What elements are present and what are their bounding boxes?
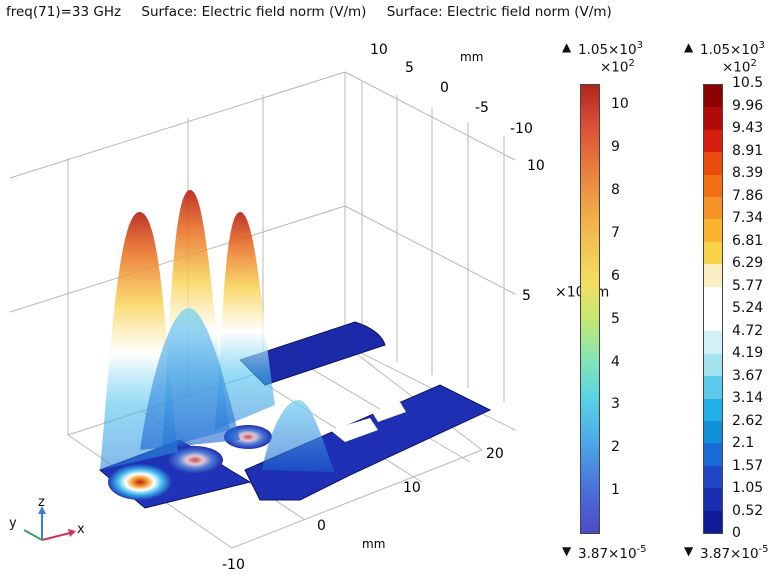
colorbar-2-level-swatch (704, 174, 722, 198)
colorbar-1-tick: 6 (611, 267, 620, 284)
colorbar-2-tick: 5.24 (732, 300, 764, 316)
x-tick-10: 10 (403, 480, 421, 496)
colorbar-2-level-swatch (704, 152, 722, 176)
colorbar-2-levels (703, 84, 723, 534)
3d-plot-view[interactable]: 10 5 0 -5 -10 mm 10 5 20 10 0 -10 mm z x… (0, 0, 560, 575)
colorbar-2-level-swatch (704, 331, 722, 355)
colorbar-2-level-swatch (704, 264, 722, 288)
colorbar-1-gradient (580, 84, 600, 534)
colorbar-2-level-swatch (704, 85, 722, 108)
colorbar-2-level-swatch (704, 465, 722, 489)
colorbar-2-level-swatch (704, 219, 722, 243)
colorbar-2-tick: 4.19 (732, 345, 764, 361)
colorbar-1-tick: 4 (611, 353, 620, 370)
x-axis-unit: mm (362, 537, 385, 551)
colorbar-2-level-swatch (704, 241, 722, 265)
colorbar-1-tick: 5 (611, 310, 620, 327)
colorbar-1-tick: 10 (611, 96, 629, 113)
triad-x-label: x (77, 522, 85, 537)
colorbar-2-level-swatch (704, 421, 722, 444)
colorbar-2-tick: 3.67 (732, 367, 764, 384)
colorbar-2-tick: 3.14 (732, 390, 764, 406)
colorbar-2-tick: 1.05 (732, 480, 764, 496)
colorbar-1-min-label: ▼ 3.87×10-5 (562, 544, 647, 562)
colorbar-2-tick: 7.34 (732, 210, 764, 226)
colorbar-1-tick: 2 (611, 439, 620, 456)
colorbar-2-level-swatch (704, 353, 722, 377)
colorbar-2-tick: 5.77 (732, 277, 764, 294)
colorbar-2-tick: 9.43 (732, 120, 764, 136)
y-tick-m10: -10 (510, 121, 533, 137)
y-axis-unit: mm (460, 50, 483, 64)
axis-triad: z x y (9, 495, 85, 541)
colorbar-2-level-swatch (704, 443, 722, 467)
colorbar-2-level-swatch (704, 197, 722, 220)
y-tick-10: 10 (370, 42, 388, 58)
surface-title-1: Surface: Electric field norm (V/m) (141, 4, 367, 20)
colorbar-2-tick: 7.86 (732, 187, 764, 204)
colorbar-2-tick: 0.52 (732, 502, 764, 519)
triad-z-label: z (38, 495, 45, 510)
y-tick-m5: -5 (475, 100, 489, 116)
y-tick-5: 5 (405, 60, 414, 76)
colorbar-2-max-label: ▲ 1.05×103 (684, 40, 765, 58)
colorbar-2-level-swatch (704, 129, 722, 153)
z-tick-10: 10 (527, 158, 545, 174)
x-tick-0: 0 (317, 518, 326, 534)
colorbar-2-tick: 6.81 (732, 232, 764, 249)
colorbar-2-tick: 2.62 (732, 412, 764, 429)
colorbar-2-level-swatch (704, 488, 722, 512)
colorbar-2-level-swatch (704, 107, 722, 131)
colorbar-1-tick: 8 (611, 182, 620, 199)
colorbar-1-tick: 9 (611, 139, 620, 156)
colorbar-2-level-swatch (704, 309, 722, 332)
colorbar-2-tick: 8.91 (732, 142, 764, 159)
colorbar-2-tick: 2.1 (732, 435, 755, 451)
colorbar-1-tick: 1 (611, 482, 620, 499)
colorbar-1-tick: 7 (611, 225, 620, 241)
colorbar-2-level-swatch (704, 510, 722, 534)
z-tick-5: 5 (522, 288, 531, 304)
colorbar-1-scale-label: ×102 (600, 58, 635, 76)
field-peaks (100, 190, 335, 472)
colorbar-2-level-swatch (704, 286, 722, 310)
y-tick-0: 0 (440, 80, 449, 96)
colorbar-2-min-label: ▼ 3.87×10-5 (684, 544, 769, 562)
colorbar-2-tick: 4.72 (732, 322, 764, 339)
plot-header: freq(71)=33 GHz Surface: Electric field … (6, 4, 628, 20)
colorbar-2-scale-label: ×102 (722, 58, 757, 76)
colorbar-2-tick: 9.96 (732, 97, 764, 114)
colorbar-2-tick: 1.57 (732, 457, 764, 474)
x-tick-m10: -10 (222, 557, 245, 573)
x-tick-20: 20 (486, 446, 504, 462)
frequency-label: freq(71)=33 GHz (6, 4, 122, 20)
colorbar-2-tick: 10.5 (732, 75, 764, 91)
colorbar-2-level-swatch (704, 398, 722, 422)
colorbar-2-level-swatch (704, 376, 722, 400)
surface-title-2: Surface: Electric field norm (V/m) (386, 4, 612, 20)
colorbar-1-tick: 3 (611, 396, 620, 413)
floor-field-spots (108, 425, 272, 500)
colorbar-2-tick: 8.39 (732, 165, 764, 181)
colorbar-2-tick: 0 (732, 525, 741, 541)
colorbar-2-tick: 6.29 (732, 255, 764, 271)
colorbar-1-max-label: ▲ 1.05×103 (562, 40, 643, 58)
triad-y-label: y (9, 516, 17, 531)
